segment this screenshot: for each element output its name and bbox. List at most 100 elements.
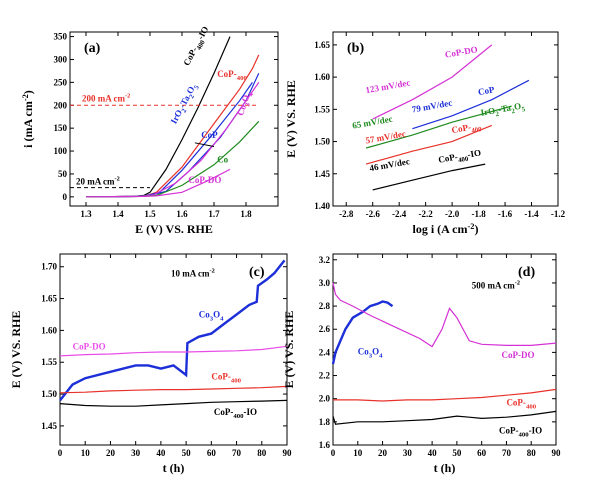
y-tick-label: 1.55: [314, 104, 330, 114]
y-tick-label: 2.0: [319, 394, 331, 404]
series-label-cop-do: CoP-DO: [444, 44, 478, 60]
plot-frame: [59, 253, 288, 446]
x-tick-label: 60: [477, 448, 487, 458]
y-tick-label: 1.60: [41, 325, 57, 335]
series-label-cop-400-io: CoP-400-IO: [499, 425, 542, 438]
slope-label: 65 mV/dec: [351, 114, 393, 131]
x-tick-label: 20: [106, 448, 116, 458]
x-tick-label: 80: [257, 448, 267, 458]
y-tick-label: 50: [58, 169, 68, 179]
series-label-cop-400: CoP-400: [217, 69, 247, 82]
y-tick-label: 200: [54, 100, 68, 110]
y-tick-label: 2.6: [319, 324, 331, 334]
x-axis-title: log i (A cm-2): [413, 222, 479, 236]
series-label-cop: CoP: [477, 84, 495, 97]
y-tick-label: 350: [54, 32, 68, 42]
y-tick-label: 1.6: [319, 440, 331, 450]
series-label-cop-do: CoP-DO: [188, 175, 221, 185]
series-line-cop-400: [365, 124, 493, 165]
x-tick-label: 60: [207, 448, 217, 458]
y-tick-label: 100: [54, 146, 68, 156]
y-axis-title: E (V) VS. RHE: [284, 80, 298, 158]
x-tick-label: 30: [131, 448, 141, 458]
x-tick-label: 30: [403, 448, 413, 458]
series-label-co3o4: Co3O4: [358, 347, 383, 360]
y-tick-label: 300: [54, 54, 68, 64]
panel-3: 0 10 20 30 40 50 60 70 80 90 1.45 1.50 1.55 1.60 1.65 1…: [9, 253, 292, 475]
series-line-cop-400: [59, 385, 288, 394]
series-line-cop-400-io: [372, 163, 486, 191]
x-tick-label: -1.4: [524, 209, 539, 219]
x-tick-label: -2.6: [366, 209, 381, 219]
pointer-line: [194, 142, 215, 147]
x-tick-label: 90: [552, 448, 562, 458]
series-label-co3o4: Co3O4: [235, 90, 255, 118]
y-axis-title: E (V) VS. RHE: [9, 311, 23, 389]
y-axis-title: E (V) VS. RHE: [282, 311, 296, 389]
x-tick-label: -1.2: [551, 209, 566, 219]
y-tick-label: 1.8: [319, 417, 331, 427]
x-tick-label: 40: [428, 448, 438, 458]
slope-label: 46 mV/dec: [369, 156, 411, 173]
series-label-cop-400-io: CoP-400-IO: [437, 147, 482, 167]
series-line-cop: [412, 79, 530, 130]
y-tick-label: 1.55: [41, 357, 57, 367]
y-tick-label: 1.40: [314, 201, 330, 211]
y-tick-label: 250: [54, 77, 68, 87]
x-axis-title: t (h): [434, 461, 456, 475]
x-tick-label: 20: [378, 448, 388, 458]
x-tick-label: 1.8: [240, 209, 252, 219]
x-tick-label: 1.4: [112, 209, 124, 219]
x-tick-label: 40: [156, 448, 166, 458]
x-tick-label: -1.8: [471, 209, 486, 219]
x-tick-label: 50: [182, 448, 192, 458]
x-tick-label: 1.6: [176, 209, 188, 219]
series-line-iro2-ta2o5: [365, 105, 512, 149]
x-tick-label: -2.0: [445, 209, 460, 219]
x-tick-label: 80: [527, 448, 537, 458]
y-tick-label: 1.65: [41, 294, 57, 304]
x-tick-label: 50: [452, 448, 462, 458]
x-tick-label: 10: [81, 448, 91, 458]
series-label-cop: CoP: [201, 130, 218, 140]
series-label-iro2-ta2o5: IrO2-Ta2O5: [480, 100, 527, 121]
x-tick-label: 70: [502, 448, 512, 458]
y-tick-label: 1.45: [41, 421, 57, 431]
series-line-cop-400-io: [85, 36, 231, 198]
series-line-cop-do: [59, 345, 288, 357]
reference-label: 200 mA cm-2: [82, 92, 130, 103]
series-line-co3o4: [59, 259, 286, 402]
x-tick-label: 0: [58, 448, 63, 458]
x-tick-label: 70: [232, 448, 242, 458]
series-line-cop-do: [372, 44, 493, 120]
series-label-cop-400-io: CoP-400-IO: [214, 407, 257, 420]
panel-2: -2.8 -2.6 -2.4 -2.2 -2.0 -1.8 -1.6 -1.4 -1.2 1.40…: [284, 31, 566, 236]
x-tick-label: 10: [353, 448, 363, 458]
slope-label: 79 mV/dec: [411, 98, 453, 115]
x-tick-label: 0: [331, 448, 336, 458]
y-tick-label: 3.0: [319, 278, 331, 288]
x-tick-label: -1.6: [498, 209, 513, 219]
x-tick-label: -2.4: [392, 209, 407, 219]
series-label-co3o4: Co3O4: [199, 310, 224, 323]
y-tick-label: 2.4: [319, 347, 331, 357]
plot-frame: [332, 253, 557, 446]
slope-label: 123 mV/dec: [365, 77, 411, 95]
x-tick-label: 1.5: [144, 209, 156, 219]
y-tick-label: 1.70: [41, 262, 57, 272]
x-tick-label: 1.3: [80, 209, 92, 219]
current-density-label: 500 mA cm-2: [472, 280, 520, 291]
y-axis-title: i (mA cm-2): [21, 90, 35, 148]
y-tick-label: 0: [63, 192, 68, 202]
series-label-cop-400: CoP-400: [451, 120, 483, 138]
series-label-co: Co: [217, 155, 228, 165]
series-label-iro2-ta2o5: IrO2-Ta2O5: [169, 81, 202, 127]
panel-4: 0 10 20 30 40 50 60 70 80 90 1.6 1.8 2.0 2.2 2.4 2.6 2.8…: [282, 253, 562, 475]
series-label-cop-do: CoP-DO: [73, 342, 106, 352]
series-line-cop-400-io: [332, 410, 557, 425]
series-label-cop-400-io: CoP-400-IO: [181, 25, 213, 69]
series-line-cop-do: [332, 282, 557, 348]
y-tick-label: 3.2: [319, 255, 331, 265]
panel-label: (b): [347, 41, 364, 56]
series-label-cop-400: CoP-400: [506, 398, 536, 411]
